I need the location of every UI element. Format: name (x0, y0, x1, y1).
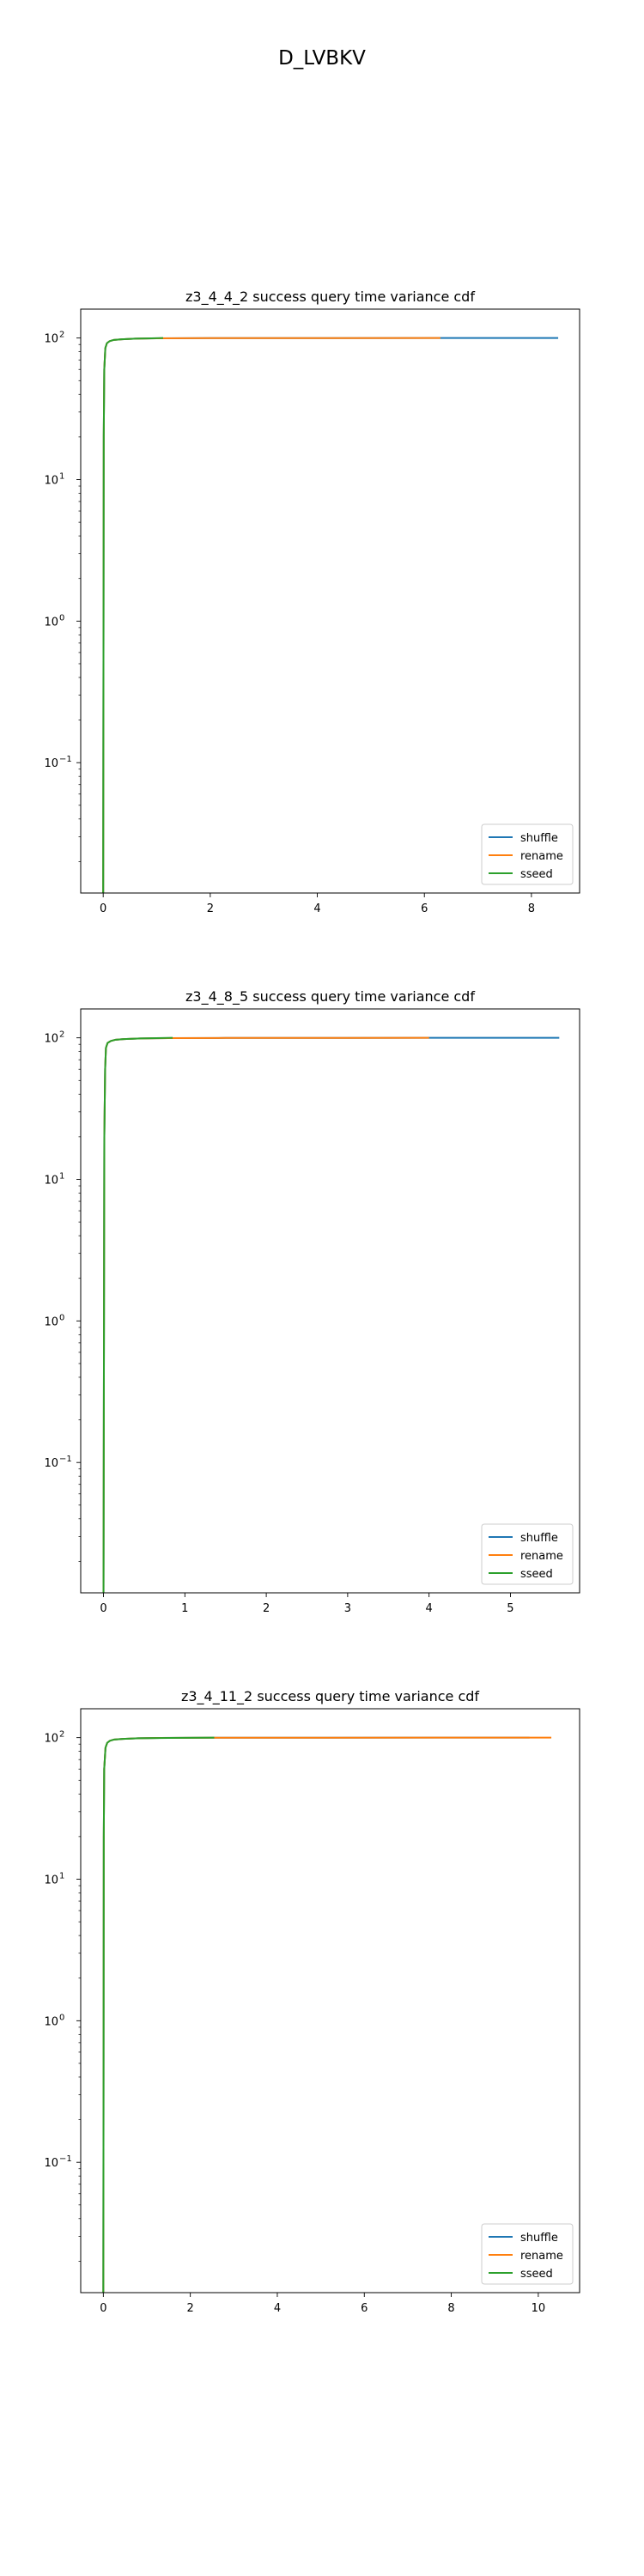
legend-label: shuffle (520, 2232, 558, 2245)
y-tick-label: 10 (44, 2157, 58, 2170)
x-tick-label: 4 (313, 902, 320, 915)
y-tick-exponent: −1 (59, 1455, 72, 1464)
y-tick-exponent: 2 (59, 1730, 64, 1740)
legend-label: rename (520, 1550, 563, 1563)
x-tick-label: 0 (100, 1602, 106, 1615)
legend-label: rename (520, 2250, 563, 2263)
x-tick-label: 6 (421, 902, 428, 915)
chart-title: z3_4_4_2 success query time variance cdf (185, 289, 475, 306)
x-tick-label: 8 (528, 902, 535, 915)
series-line-shuffle (102, 1736, 530, 2293)
legend-label: rename (520, 850, 563, 863)
x-tick-label: 0 (100, 2302, 106, 2315)
series-line-sseed (102, 1036, 173, 1594)
y-tick-label: 10 (44, 1733, 58, 1746)
y-tick-label: 10 (44, 616, 58, 629)
series-line-rename (102, 1736, 552, 2293)
y-tick-label: 10 (44, 1457, 58, 1470)
legend-box (481, 1523, 574, 1585)
x-tick-label: 0 (100, 902, 106, 915)
x-tick-label: 4 (426, 1602, 433, 1615)
x-tick-label: 2 (263, 1602, 270, 1615)
y-tick-exponent: 0 (59, 2013, 64, 2022)
y-tick-label: 10 (44, 333, 58, 346)
legend-label: shuffle (520, 832, 558, 845)
series-line-shuffle (102, 1036, 560, 1594)
y-tick-label: 10 (44, 1175, 58, 1188)
y-tick-label: 10 (44, 475, 58, 488)
series-line-sseed (102, 337, 164, 894)
x-tick-label: 3 (344, 1602, 351, 1615)
x-tick-label: 1 (181, 1602, 188, 1615)
legend-label: sseed (520, 1568, 553, 1581)
y-tick-label: 10 (44, 757, 58, 770)
legend-box (481, 823, 574, 885)
chart-title: z3_4_11_2 success query time variance cd… (181, 1688, 479, 1705)
x-tick-label: 8 (447, 2302, 454, 2315)
legend-label: sseed (520, 868, 553, 881)
series-line-shuffle (102, 337, 559, 894)
axes-frame (80, 308, 580, 894)
x-tick-label: 5 (507, 1602, 513, 1615)
x-tick-label: 6 (361, 2302, 368, 2315)
legend-box (481, 2223, 574, 2285)
y-tick-exponent: 1 (59, 1872, 64, 1881)
y-tick-label: 10 (44, 2015, 58, 2028)
y-tick-exponent: −1 (59, 755, 72, 764)
y-tick-exponent: −1 (59, 2154, 72, 2164)
y-tick-exponent: 1 (59, 1172, 64, 1182)
series-line-sseed (102, 1736, 215, 2293)
y-tick-exponent: 2 (59, 331, 64, 340)
axes-frame (80, 1008, 580, 1594)
x-tick-label: 4 (274, 2302, 281, 2315)
series-line-rename (102, 1036, 429, 1594)
y-tick-label: 10 (44, 1874, 58, 1887)
x-tick-label: 2 (187, 2302, 194, 2315)
axes-frame (80, 1708, 580, 2293)
y-tick-label: 10 (44, 1315, 58, 1328)
legend-label: sseed (520, 2268, 553, 2281)
chart-panel-2: z3_4_8_5 success query time variance cdf… (44, 988, 580, 1615)
x-tick-label: 2 (207, 902, 214, 915)
y-tick-label: 10 (44, 1033, 58, 1046)
x-tick-label: 10 (532, 2302, 546, 2315)
chart-panel-3: z3_4_11_2 success query time variance cd… (44, 1688, 580, 2315)
y-tick-exponent: 1 (59, 472, 64, 482)
y-tick-exponent: 0 (59, 1313, 64, 1322)
figure-title: D_LVBKV (278, 47, 366, 70)
chart-panel-1: z3_4_4_2 success query time variance cdf… (44, 289, 580, 915)
legend-label: shuffle (520, 1532, 558, 1545)
y-tick-exponent: 0 (59, 613, 64, 623)
series-line-rename (102, 337, 440, 894)
y-tick-exponent: 2 (59, 1030, 64, 1040)
chart-title: z3_4_8_5 success query time variance cdf (185, 988, 475, 1005)
